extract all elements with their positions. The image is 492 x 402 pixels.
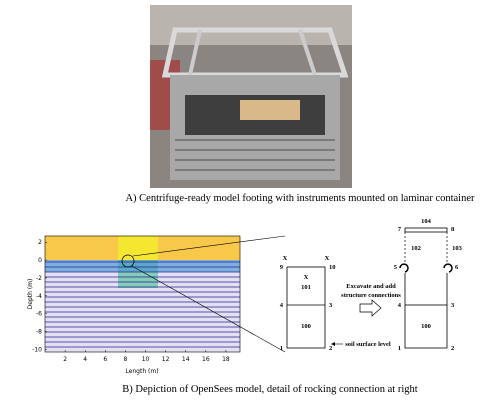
element-label: 101	[301, 284, 311, 291]
y-tick-label: -6	[36, 311, 42, 318]
element-label: 100	[301, 323, 311, 330]
element-label: 100	[421, 323, 431, 330]
node-label: 4	[398, 302, 402, 309]
element-label: 103	[452, 245, 463, 252]
annotation: structure connections	[341, 292, 401, 299]
y-tick-label: 0	[38, 257, 42, 264]
node-label: 3	[451, 302, 455, 309]
fixed-mark: X	[283, 255, 288, 262]
node-label: 10	[329, 264, 336, 271]
x-tick-label: 2	[63, 356, 67, 363]
element-label: 104	[421, 218, 432, 225]
node-label: 2	[451, 345, 454, 352]
element-label: 102	[411, 245, 421, 252]
x-tick-label: 14	[182, 356, 190, 363]
node-label: 1	[398, 345, 401, 352]
labels: 7 8 5 6 4 3 1 2 104 102 103 100	[394, 218, 463, 352]
node-label: 6	[455, 264, 459, 271]
node-label: 9	[280, 264, 284, 271]
node-label: 8	[451, 226, 455, 233]
node-label: 1	[280, 345, 283, 352]
x-tick-label: 4	[83, 356, 87, 363]
x-axis-label: Length (m)	[125, 368, 158, 375]
node-label: 3	[329, 302, 333, 309]
node-label: 7	[398, 226, 402, 233]
soil-label: soil surface level	[345, 341, 391, 348]
x-tick-label: 8	[123, 356, 127, 363]
node-label: 2	[329, 345, 332, 352]
y-tick-label: 2	[38, 239, 42, 246]
labels: X X X 9 10 4 3 1 2 101 100 Excavate and …	[280, 255, 402, 352]
y-tick-label: -10	[32, 346, 42, 353]
y-tick-label: -2	[36, 275, 42, 282]
y-tick-label: -4	[36, 293, 42, 300]
element-mark: X	[304, 274, 309, 281]
node-label: 4	[280, 302, 284, 309]
y-axis-label: Depth (m)	[27, 279, 34, 310]
caption: A) Centrifuge-ready model footing with i…	[125, 193, 475, 204]
model-after	[400, 228, 452, 348]
page: A) Centrifuge-ready model footing with i…	[0, 0, 492, 402]
node-label: 5	[394, 264, 398, 271]
x-tick-label: 16	[202, 356, 210, 363]
caption: B) Depiction of OpenSees model, detail o…	[122, 384, 417, 395]
mesh-plot	[45, 236, 240, 352]
photo	[150, 5, 352, 188]
annotation: Excavate and add	[346, 283, 396, 290]
x-tick-label: 6	[103, 356, 107, 363]
fixed-mark: X	[325, 255, 330, 262]
x-tick-label: 18	[222, 356, 230, 363]
x-tick-label: 12	[162, 356, 170, 363]
y-tick-label: -8	[36, 328, 42, 335]
x-tick-label: 10	[142, 356, 150, 363]
arrow	[360, 300, 381, 316]
